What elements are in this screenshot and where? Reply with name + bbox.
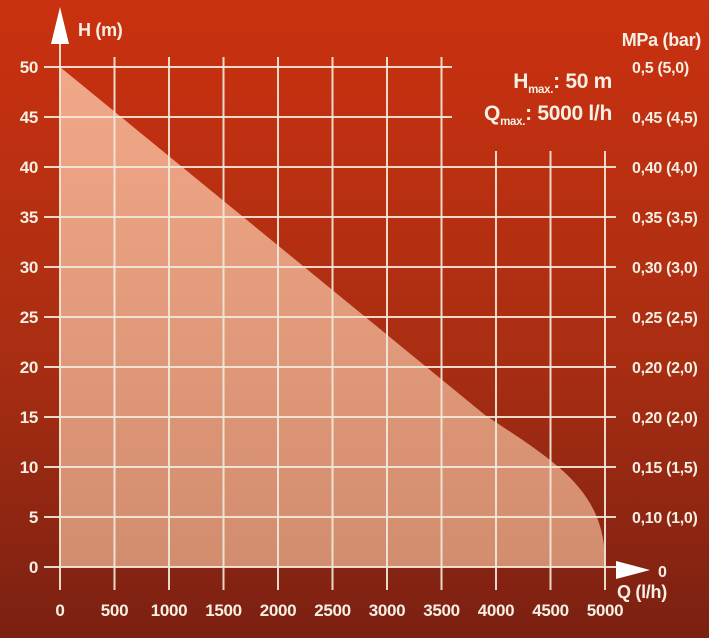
grid-horizontal-lines: [44, 66, 618, 568]
grid-lines: [44, 42, 618, 590]
right-tick-label: 0,15 (1,5): [632, 460, 698, 477]
right-tick-label: 0,45 (4,5): [632, 110, 698, 127]
grid-vertical-lines: [59, 42, 606, 590]
x-tick-label: 500: [101, 601, 128, 620]
y-axis-arrow-icon: [51, 7, 69, 44]
right-axis-tick-labels: 0,5 (5,0) 0,45 (4,5) 0,40 (4,0) 0,35 (3,…: [632, 60, 698, 581]
y-tick-label: 15: [20, 408, 38, 427]
x-tick-label: 4500: [532, 601, 569, 620]
y-tick-label: 0: [29, 558, 38, 577]
right-tick-label: 0,30 (3,0): [632, 260, 698, 277]
y-axis-title: H (m): [78, 20, 123, 40]
right-tick-label: 0,25 (2,5): [632, 310, 698, 327]
x-tick-label: 1500: [205, 601, 242, 620]
right-axis-zero-label: 0: [658, 564, 667, 581]
h-max-annotation: Hmax.: 50 m: [513, 70, 612, 96]
y-tick-label: 40: [20, 158, 38, 177]
x-axis-arrow-icon: [616, 561, 650, 579]
y-tick-label: 30: [20, 258, 38, 277]
x-tick-label: 0: [55, 601, 64, 620]
y-axis-tick-labels: 50 45 40 35 30 25 20 15 10 5 0: [20, 58, 39, 577]
y-tick-label: 20: [20, 358, 38, 377]
y-tick-label: 5: [29, 508, 38, 527]
y-tick-label: 50: [20, 58, 38, 77]
x-tick-label: 3000: [369, 601, 406, 620]
x-tick-label: 2500: [314, 601, 351, 620]
x-tick-label: 3500: [423, 601, 460, 620]
x-axis-title: Q (l/h): [617, 582, 667, 602]
right-axis-title: MPa (bar): [622, 30, 702, 50]
x-tick-label: 4000: [478, 601, 515, 620]
right-tick-label: 0,10 (1,0): [632, 510, 698, 527]
x-axis-tick-labels: 0 500 1000 1500 2000 2500 3000 3500 4000…: [55, 601, 623, 620]
x-tick-label: 1000: [151, 601, 188, 620]
right-tick-label: 0,40 (4,0): [632, 160, 698, 177]
y-tick-label: 45: [20, 108, 38, 127]
annotation-backdrop: [452, 54, 622, 151]
y-tick-label: 25: [20, 308, 38, 327]
right-tick-label: 0,35 (3,5): [632, 210, 698, 227]
right-tick-label: 0,20 (2,0): [632, 360, 698, 377]
right-tick-label: 0,20 (2,0): [632, 410, 698, 427]
y-tick-label: 10: [20, 458, 38, 477]
right-tick-label: 0,5 (5,0): [632, 60, 689, 77]
q-max-annotation: Qmax.: 5000 l/h: [484, 102, 612, 128]
y-tick-label: 35: [20, 208, 38, 227]
x-tick-label: 5000: [587, 601, 624, 620]
x-tick-label: 2000: [260, 601, 297, 620]
